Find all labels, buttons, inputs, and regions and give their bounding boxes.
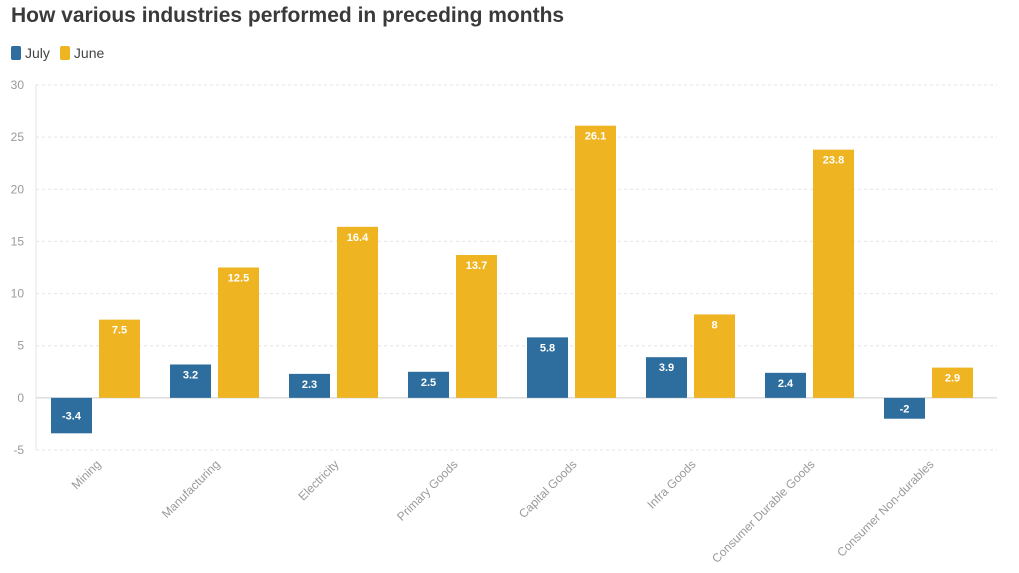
x-tick-label: Capital Goods (516, 457, 580, 521)
bar-june[interactable] (575, 125, 616, 398)
bar-june[interactable] (218, 267, 259, 398)
bar-june[interactable] (813, 149, 854, 398)
legend-swatch-july (11, 46, 21, 60)
data-label: 2.5 (421, 377, 436, 389)
bar-june[interactable] (99, 319, 140, 398)
y-tick-label: -5 (13, 443, 24, 457)
data-label: 3.9 (659, 362, 674, 374)
x-tick-label: Manufacturing (159, 457, 223, 521)
y-tick-label: 30 (11, 78, 25, 92)
data-labels: -3.4 7.5 3.2 12.5 2.3 16.4 2.5 13.7 5.8 26.1 3.9 8 2… (62, 131, 960, 423)
data-label: 7.5 (112, 325, 127, 337)
x-axis: Mining Manufacturing Electricity Primary Go… (69, 457, 937, 565)
bar-july[interactable] (170, 364, 211, 398)
bar-july[interactable] (289, 373, 330, 398)
data-label: 3.2 (183, 369, 198, 381)
data-label: 8 (711, 319, 717, 331)
data-label: 2.9 (945, 373, 960, 385)
data-label: 12.5 (228, 273, 249, 285)
legend-label-july: July (25, 45, 50, 61)
bar-june[interactable] (932, 367, 973, 398)
bar-july[interactable] (646, 357, 687, 398)
bar-july[interactable] (527, 337, 568, 398)
bar-july[interactable] (51, 397, 92, 434)
y-axis: -5 0 5 10 15 20 25 30 (11, 78, 25, 457)
x-tick-label: Primary Goods (394, 457, 460, 523)
bar-june[interactable] (694, 314, 735, 398)
data-label: -3.4 (62, 411, 82, 423)
y-tick-label: 10 (11, 287, 25, 301)
x-tick-label: Consumer Non-durables (834, 457, 936, 559)
data-label: 26.1 (585, 131, 606, 143)
legend-item-july[interactable]: July (11, 45, 50, 61)
legend-item-june[interactable]: June (59, 45, 105, 61)
y-tick-label: 20 (11, 182, 25, 196)
y-tick-label: 25 (11, 130, 25, 144)
bar-june[interactable] (337, 226, 378, 398)
bar-july[interactable] (408, 371, 449, 398)
y-tick-label: 0 (17, 391, 24, 405)
bar-july[interactable] (884, 397, 925, 419)
data-label: 13.7 (466, 260, 487, 272)
legend-swatch-june (59, 46, 70, 60)
x-tick-label: Electricity (295, 457, 341, 503)
data-label: 23.8 (823, 155, 844, 167)
y-tick-label: 5 (17, 339, 24, 353)
x-tick-label: Mining (69, 457, 104, 492)
legend-label-june: June (73, 45, 105, 61)
bar-june[interactable] (456, 254, 497, 398)
bar-july[interactable] (765, 372, 806, 398)
data-label: 16.4 (347, 232, 369, 244)
x-tick-label: Infra Goods (644, 457, 698, 511)
data-label: 2.3 (302, 379, 317, 391)
bars (51, 125, 973, 434)
chart-title: How various industries performed in prec… (11, 4, 565, 27)
x-tick-label: Consumer Durable Goods (709, 457, 817, 565)
y-tick-label: 15 (11, 234, 25, 248)
data-label: 5.8 (540, 342, 555, 354)
legend: July June (11, 45, 104, 61)
data-label: 2.4 (778, 378, 794, 390)
data-label: -2 (900, 403, 910, 415)
